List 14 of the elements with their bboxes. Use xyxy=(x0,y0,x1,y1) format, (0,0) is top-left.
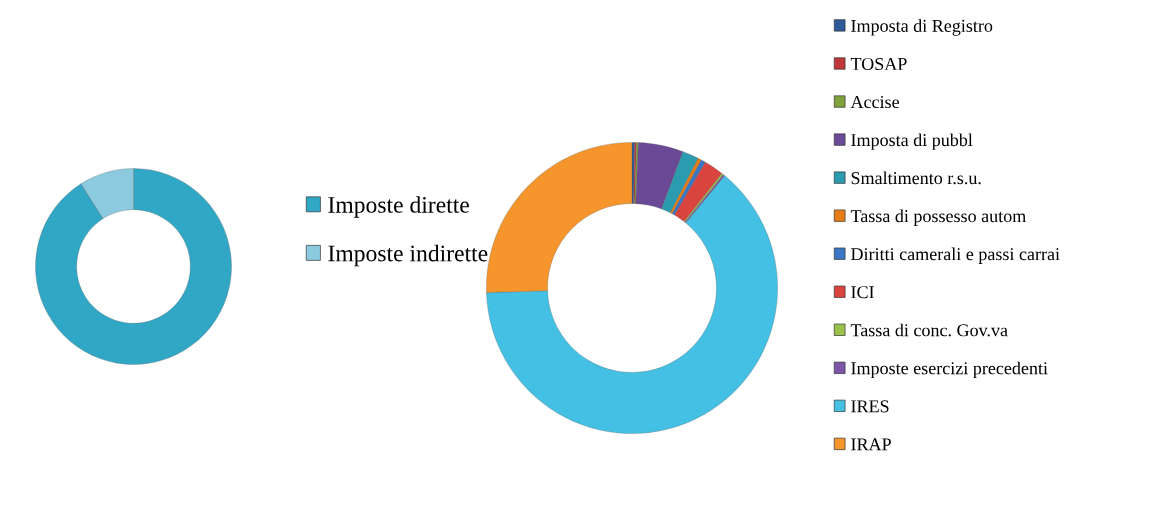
legend-label: IRAP xyxy=(851,438,891,451)
legend-label: IRES xyxy=(851,400,889,413)
legend-label: ICI xyxy=(851,286,874,299)
legend-label: Tassa di possesso autom xyxy=(850,209,1026,226)
legend-label: Tassa di conc. Gov.va xyxy=(850,323,1008,337)
legend-label: Diritti camerali e passi carrai xyxy=(851,247,1060,264)
legend-label: TOSAP xyxy=(850,57,907,71)
legend-label: Imposte indirette xyxy=(328,244,488,267)
legend-label: Imposta di pubbl xyxy=(851,133,973,150)
legend-label: Imposte esercizi precedenti xyxy=(851,361,1048,379)
legend-label: Smaltimento r.s.u. xyxy=(851,171,981,185)
legend-label: Imposte dirette xyxy=(328,196,469,218)
legend-label: Imposta di Registro xyxy=(851,19,993,36)
legend-label: Accise xyxy=(850,95,899,109)
